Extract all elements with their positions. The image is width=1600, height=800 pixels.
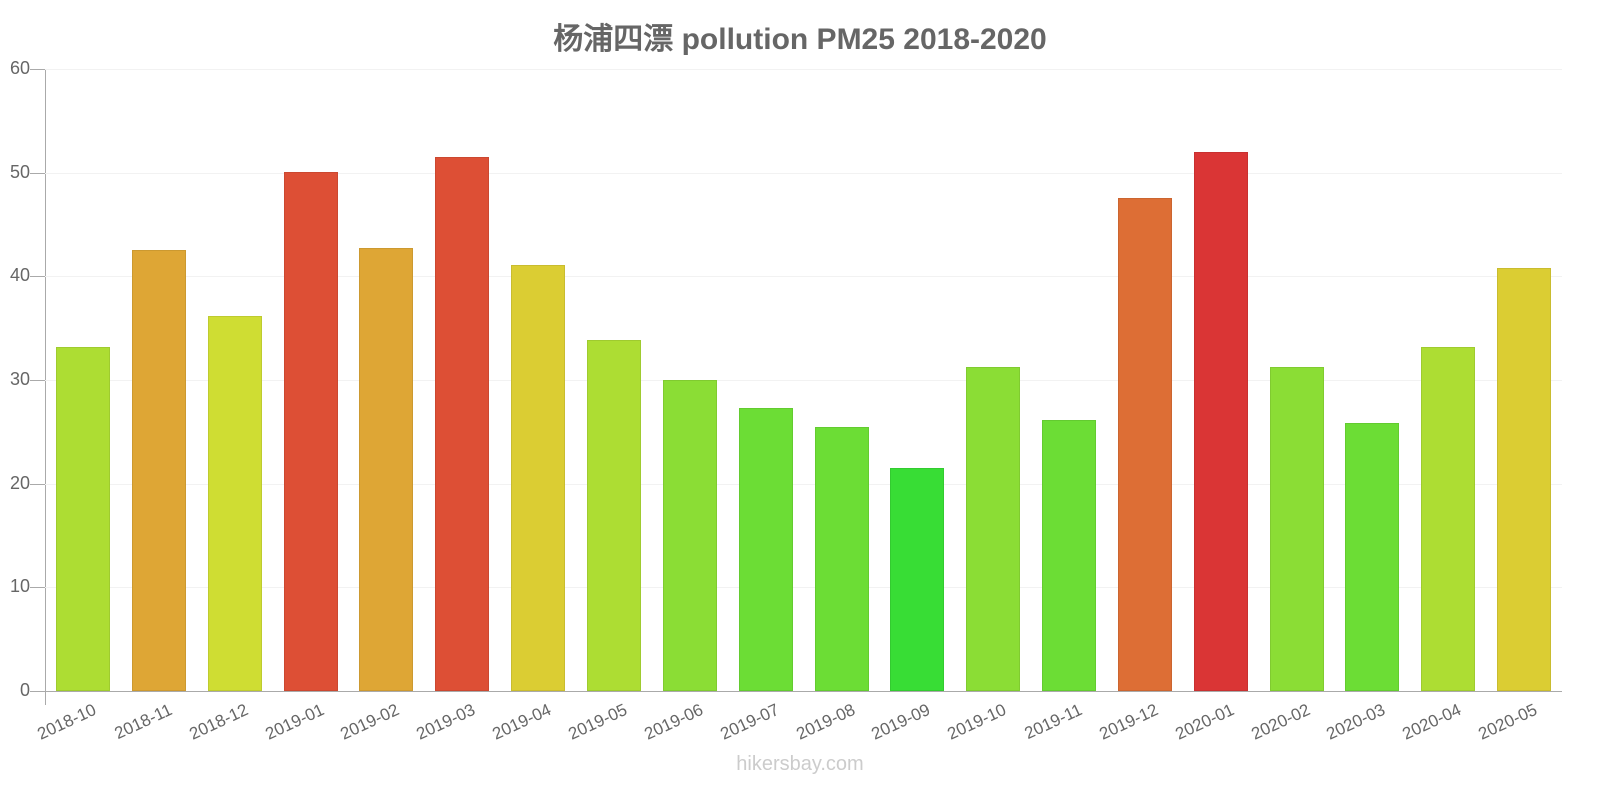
gridline [45, 483, 1562, 485]
y-tick-label: 40 [9, 265, 30, 286]
y-axis-line [45, 69, 46, 705]
bar-2019-10[interactable] [966, 366, 1021, 691]
bar-2019-11[interactable] [1042, 420, 1097, 691]
x-tick-label: 2019-05 [565, 700, 630, 744]
x-tick-label: 2020-04 [1399, 700, 1465, 744]
x-tick-label: 2018-11 [111, 700, 175, 744]
x-tick-label: 2019-04 [489, 700, 555, 744]
y-tick-mark [30, 276, 45, 278]
gridline [45, 276, 1562, 278]
bar-2019-01[interactable] [283, 171, 338, 691]
bar-2018-11[interactable] [131, 250, 186, 691]
y-tick-mark [30, 172, 45, 174]
bar-2019-09[interactable] [890, 468, 945, 691]
bar-2019-02[interactable] [359, 248, 414, 691]
watermark: hikersbay.com [736, 753, 864, 775]
x-tick-label: 2019-01 [262, 700, 327, 744]
bar-2020-02[interactable] [1269, 366, 1324, 691]
x-tick-label: 2020-02 [1248, 700, 1313, 744]
bar-2020-01[interactable] [1193, 151, 1248, 691]
bar-2020-04[interactable] [1421, 346, 1476, 691]
x-tick-label: 2020-01 [1172, 700, 1237, 744]
x-tick-label: 2019-03 [413, 700, 479, 744]
bar-2019-08[interactable] [814, 426, 869, 691]
x-tick-label: 2019-08 [792, 700, 858, 744]
x-tick-label: 2019-07 [717, 700, 782, 744]
y-tick-mark [30, 483, 45, 485]
bar-2019-07[interactable] [738, 408, 793, 691]
x-tick-label: 2020-03 [1323, 700, 1389, 744]
y-tick-label: 30 [9, 369, 30, 389]
gridline [45, 380, 1562, 381]
chart-title: 杨浦四漂 pollution PM25 2018-2020 [553, 23, 1047, 56]
x-tick-label: 2019-06 [641, 700, 706, 744]
x-tick-label: 2019-10 [944, 700, 1010, 744]
bar-2019-12[interactable] [1117, 197, 1172, 691]
y-tick-label: 10 [9, 576, 30, 597]
bar-2019-04[interactable] [511, 264, 566, 691]
x-tick-label: 2018-12 [186, 700, 251, 744]
bar-2019-03[interactable] [435, 157, 490, 691]
bar-2020-03[interactable] [1345, 422, 1400, 691]
x-tick-label: 2019-12 [1096, 700, 1161, 744]
x-tick-label: 2019-02 [337, 700, 403, 744]
x-tick-label: 2019-09 [868, 700, 934, 744]
gridline [45, 172, 1562, 174]
gridline [45, 69, 1562, 70]
gridline [45, 587, 1562, 589]
y-tick-label: 60 [9, 58, 30, 78]
bar-2020-05[interactable] [1497, 268, 1552, 691]
y-tick-mark [30, 69, 45, 70]
y-tick-mark [30, 380, 45, 381]
y-tick-label: 50 [9, 161, 30, 182]
plot-area [45, 69, 1562, 691]
bar-2018-12[interactable] [207, 315, 262, 691]
y-tick-label: 0 [19, 680, 30, 700]
y-tick-mark [30, 587, 45, 589]
x-tick-label: 2019-11 [1021, 700, 1086, 744]
bar-2019-05[interactable] [586, 339, 641, 691]
bar-2019-06[interactable] [662, 380, 717, 691]
bar-2018-10[interactable] [56, 346, 110, 691]
y-tick-label: 20 [9, 472, 30, 493]
x-tick-label: 2020-05 [1475, 700, 1541, 744]
x-tick-label: 2018-10 [34, 700, 100, 744]
x-axis-line [30, 691, 1562, 692]
